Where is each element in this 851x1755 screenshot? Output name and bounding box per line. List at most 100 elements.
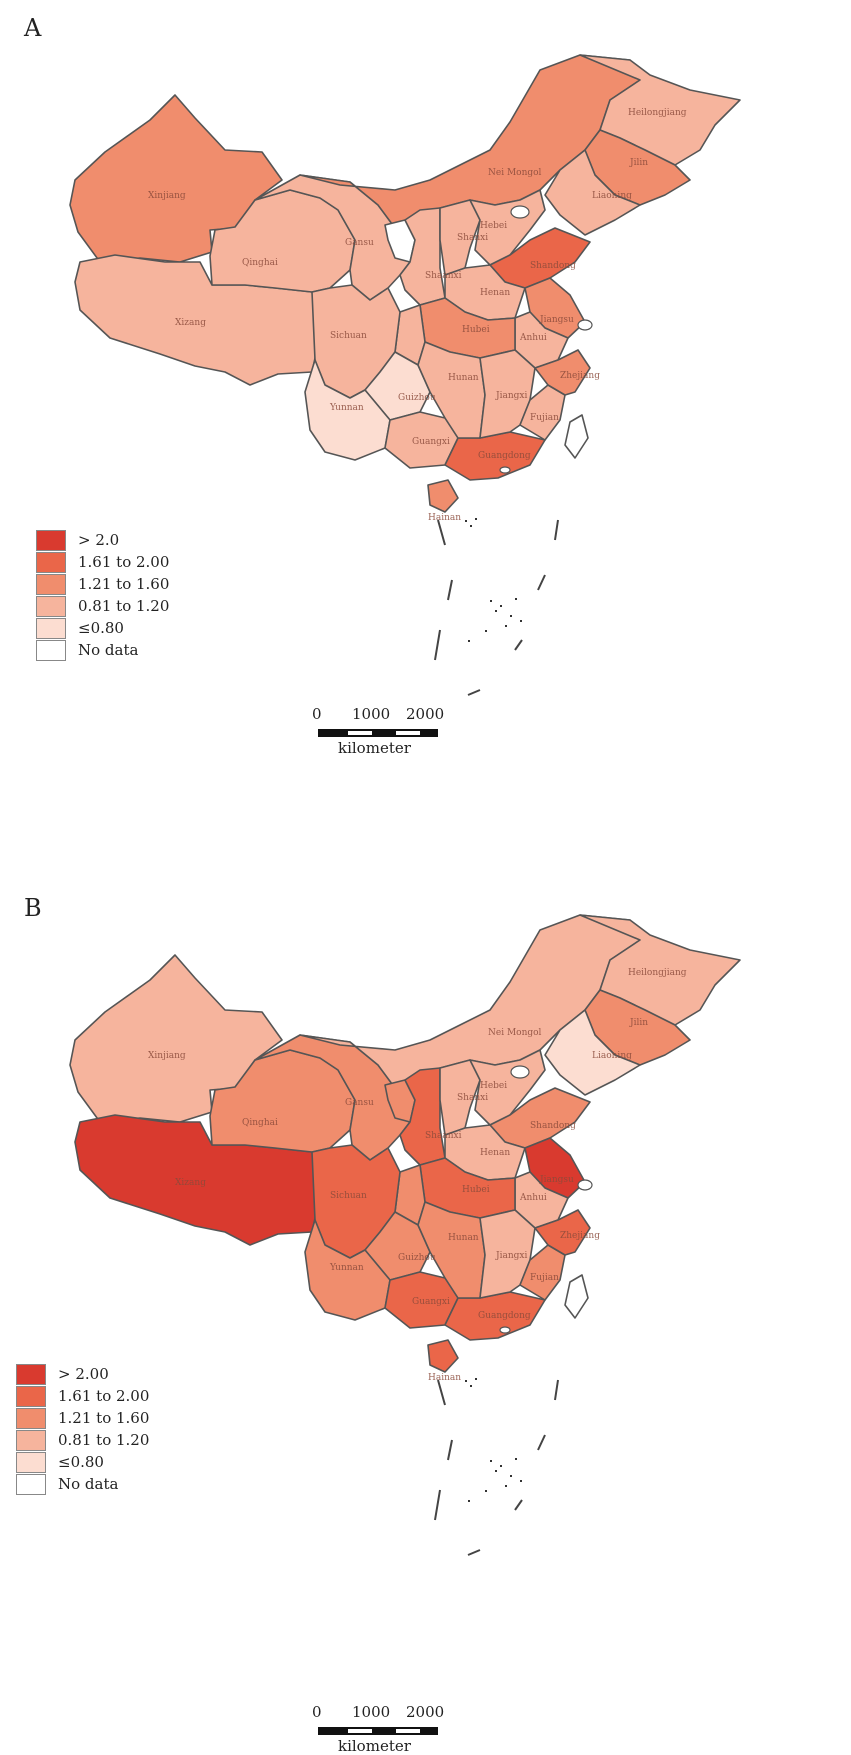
province-label: Heilongjiang — [628, 968, 687, 978]
island-mark — [470, 525, 472, 527]
province-label: Gansu — [345, 1098, 374, 1108]
province-label: Jiangsu — [539, 1175, 574, 1185]
legend-swatch — [16, 1451, 46, 1473]
legend-item: 0.81 to 1.20 — [36, 595, 169, 617]
scale-tick-label: 2000 — [406, 1703, 445, 1721]
legend-item: 1.61 to 2.00 — [36, 551, 169, 573]
legend: > 2.0 1.61 to 2.00 1.21 to 1.60 0.81 to … — [36, 529, 169, 661]
province-label: Hunan — [448, 373, 479, 383]
legend-item: No data — [36, 639, 169, 661]
province-label: Jiangxi — [495, 391, 527, 401]
legend-label: No data — [58, 1475, 119, 1493]
legend-label: ≤0.80 — [58, 1453, 104, 1471]
island-mark — [500, 1465, 502, 1467]
province-liaoning — [544, 149, 641, 236]
province-label: Sichuan — [330, 331, 367, 341]
province-label: Fujian — [530, 1273, 559, 1283]
island-mark — [520, 1480, 522, 1482]
province-label: Heilongjiang — [628, 108, 687, 118]
province-label: Jiangxi — [495, 1251, 527, 1261]
province-hainan — [427, 1339, 459, 1373]
scale-tick-label: 1000 — [352, 1703, 391, 1721]
municipality-shape — [577, 1179, 593, 1191]
province-label: Yunnan — [329, 403, 364, 413]
legend-swatch — [16, 1363, 46, 1385]
legend-label: 1.21 to 1.60 — [78, 575, 170, 593]
province-zhejiang — [534, 349, 591, 396]
municipality-shape — [577, 319, 593, 331]
legend-item: > 2.0 — [36, 529, 169, 551]
legend-swatch — [16, 1407, 46, 1429]
province-label: Hunan — [448, 1233, 479, 1243]
scale-tick-label: 0 — [312, 705, 322, 723]
legend-swatch — [36, 573, 66, 595]
province-label: Nei Mongol — [488, 168, 542, 178]
legend-swatch — [16, 1385, 46, 1407]
legend-swatch — [36, 529, 66, 551]
province-label: Hubei — [462, 325, 490, 335]
island-mark — [495, 610, 497, 612]
province-label: Jilin — [629, 1018, 648, 1028]
scale-bar: 0 1000 2000 kilometer — [312, 705, 446, 757]
province-taiwan — [564, 414, 589, 459]
province-label: Xizang — [175, 318, 206, 328]
province-label: Jiangsu — [539, 315, 574, 325]
legend-label: 0.81 to 1.20 — [78, 597, 170, 615]
panel-label: B — [24, 894, 42, 922]
panel-label: A — [24, 14, 42, 42]
province-label: Guizhou — [398, 1253, 436, 1263]
legend-item: > 2.00 — [16, 1363, 149, 1385]
province-hainan — [427, 479, 459, 513]
scale-unit: kilometer — [338, 739, 411, 757]
legend-swatch — [36, 551, 66, 573]
province-label: Hainan — [428, 513, 461, 523]
scale-bar-graphic — [318, 1727, 438, 1735]
province-label: Xinjiang — [148, 1051, 186, 1061]
province-label: Liaoning — [592, 191, 632, 201]
legend-item: 1.21 to 1.60 — [36, 573, 169, 595]
legend-item: 1.61 to 2.00 — [16, 1385, 149, 1407]
island-mark — [495, 1470, 497, 1472]
island-mark — [485, 1490, 487, 1492]
map-panel-b: B Xinjiang Xizang Qinghai Gansu Nei Mongol He… — [0, 880, 851, 1755]
legend-label: > 2.00 — [58, 1365, 109, 1383]
legend-item: 0.81 to 1.20 — [16, 1429, 149, 1451]
legend-label: No data — [78, 641, 139, 659]
province-label: Guangdong — [478, 1311, 531, 1321]
legend-item: No data — [16, 1473, 149, 1495]
legend-label: 0.81 to 1.20 — [58, 1431, 150, 1449]
province-label: Shaanxi — [425, 271, 462, 281]
island-mark — [505, 1485, 507, 1487]
province-label: Xinjiang — [148, 191, 186, 201]
island-mark — [468, 1500, 470, 1502]
scale-tick-label: 2000 — [406, 705, 445, 723]
legend-label: 1.61 to 2.00 — [78, 553, 170, 571]
legend-swatch — [36, 595, 66, 617]
province-liaoning — [544, 1009, 641, 1096]
province-label: Shanxi — [457, 1093, 488, 1103]
province-zhejiang — [534, 1209, 591, 1256]
legend: > 2.00 1.61 to 2.00 1.21 to 1.60 0.81 to… — [16, 1363, 149, 1495]
province-label: Qinghai — [242, 1118, 278, 1128]
province-label: Shandong — [530, 1121, 576, 1131]
scale-unit: kilometer — [338, 1737, 411, 1755]
legend-item: ≤0.80 — [16, 1451, 149, 1473]
province-label: Hubei — [462, 1185, 490, 1195]
map-panel-a: A Xinjiang Xizang Qinghai Gansu Nei Mongol He… — [0, 0, 851, 870]
legend-item: 1.21 to 1.60 — [16, 1407, 149, 1429]
island-mark — [465, 1380, 467, 1382]
island-mark — [470, 1385, 472, 1387]
legend-label: 1.21 to 1.60 — [58, 1409, 150, 1427]
island-mark — [515, 1458, 517, 1460]
island-mark — [510, 615, 512, 617]
province-label: Fujian — [530, 413, 559, 423]
legend-label: > 2.0 — [78, 531, 120, 549]
island-mark — [468, 640, 470, 642]
island-mark — [475, 1378, 477, 1380]
island-mark — [500, 605, 502, 607]
province-label: Zhejiang — [560, 371, 600, 381]
province-label: Zhejiang — [560, 1231, 600, 1241]
province-label: Yunnan — [329, 1263, 364, 1273]
island-mark — [505, 625, 507, 627]
province-label: Nei Mongol — [488, 1028, 542, 1038]
